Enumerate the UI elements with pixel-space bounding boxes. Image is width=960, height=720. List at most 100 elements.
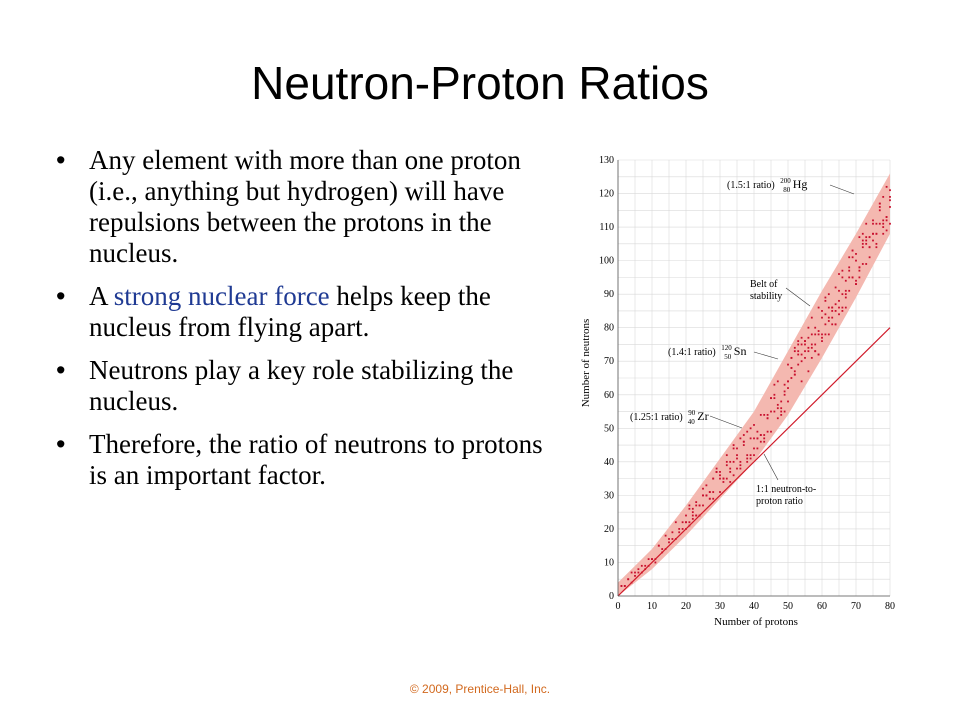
stable-nuclide-point [889,222,891,225]
stable-nuclide-point [671,531,674,534]
stable-nuclide-point [885,229,888,232]
stable-nuclide-point [787,363,789,366]
stable-nuclide-point [725,477,728,480]
stable-nuclide-point [681,528,684,530]
hg-atomic-number: 80 [783,186,791,194]
stable-nuclide-point [868,236,871,239]
stable-nuclide-point [739,437,742,440]
x-tick-label: 20 [681,601,691,612]
stable-nuclide-point [790,356,793,359]
stable-nuclide-point [763,437,766,440]
belt-label: Belt of stability [750,279,782,302]
stable-nuclide-point [889,189,891,192]
belt-label-line1: Belt of [750,279,778,290]
stable-nuclide-point [695,501,698,503]
stable-nuclide-point [719,474,721,477]
stable-nuclide-point [814,343,817,346]
stable-nuclide-point [715,467,718,470]
stable-nuclide-point [797,353,800,356]
stable-nuclide-point [712,477,715,480]
stable-nuclide-point [715,471,718,473]
x-tick-label: 80 [885,601,895,612]
stable-nuclide-point [882,222,885,225]
stable-nuclide-point [674,521,677,524]
bullet-text: Neutrons play a key role stabilizing the… [89,355,514,416]
stable-nuclide-point [753,437,755,440]
stable-nuclide-point [759,413,762,416]
x-axis-label: Number of protons [714,616,798,628]
stable-nuclide-point [783,410,786,413]
stable-nuclide-point [787,400,789,403]
stable-nuclide-point [800,353,803,356]
y-tick-label: 60 [604,390,614,401]
stable-nuclide-point [793,350,796,353]
stable-nuclide-point [783,390,786,393]
stable-nuclide-point [875,222,878,225]
stable-nuclide-point [691,517,694,520]
stable-nuclide-point [759,434,762,436]
stable-nuclide-point [838,306,840,309]
y-tick-label: 70 [604,356,614,367]
stable-nuclide-point [855,253,857,255]
reference-label-line1: 1:1 neutron-to- [756,484,816,495]
y-tick-label: 40 [604,457,614,468]
stable-nuclide-point [787,380,789,383]
stable-nuclide-point [834,303,837,306]
stable-nuclide-point [705,484,708,487]
stable-nuclide-point [885,216,888,218]
stable-nuclide-point [848,289,851,292]
stable-nuclide-point [627,578,630,581]
zr-ratio: (1.25:1 ratio) [630,412,683,423]
bullet-item: • Any element with more than one proton (… [50,145,560,269]
stable-nuclide-point [753,447,755,450]
stable-nuclide-point [834,323,837,326]
stable-nuclide-point [878,222,881,225]
stable-nuclide-point [640,564,643,567]
stable-nuclide-point [848,276,851,279]
stable-nuclide-point [793,346,796,349]
stable-nuclide-point [620,585,623,587]
stable-nuclide-point [749,457,752,460]
stable-nuclide-point [746,457,749,460]
stable-nuclide-point [834,310,837,312]
stable-nuclide-point [780,400,783,403]
stable-nuclide-point [756,430,759,433]
y-tick-label: 20 [604,524,614,535]
stable-nuclide-point [821,310,823,312]
bullet-text-after: helps keep the nucleus from flying apart… [89,281,491,342]
chart-grid [617,159,891,597]
reference-label-line2: proton ratio [756,496,803,507]
stable-nuclide-point [691,514,694,517]
stable-nuclide-point [885,185,888,188]
stable-nuclide-point [821,333,823,336]
stable-nuclide-point [865,242,868,245]
stable-nuclide-point [732,474,735,477]
stable-nuclide-point [739,467,742,470]
stable-nuclide-point [827,320,830,322]
stable-nuclide-point [685,521,687,524]
stable-nuclide-point [749,454,752,457]
stable-nuclide-point [725,454,728,457]
stable-nuclide-point [855,283,857,285]
stable-nuclide-point [708,497,711,500]
belt-label-line2: stability [750,291,782,302]
stable-nuclide-point [875,242,878,245]
stable-nuclide-point [729,471,732,473]
stable-nuclide-point [668,538,670,540]
stable-nuclide-point [790,377,793,379]
stable-nuclide-point [637,571,640,574]
stable-nuclide-point [797,363,800,366]
bullet-list: • Any element with more than one proton (… [50,145,560,503]
stable-nuclide-point [736,454,738,457]
y-tick-label: 80 [604,323,614,334]
stable-nuclide-point [763,434,766,436]
stable-nuclide-point [848,266,851,269]
belt-leader-line [785,287,811,307]
y-tick-label: 0 [609,591,614,602]
sn-mass-number: 120 [721,344,732,352]
stable-nuclide-point [824,323,827,326]
stable-nuclide-point [875,246,878,249]
bullet-item: • Neutrons play a key role stabilizing th… [50,355,560,417]
stable-nuclide-point [773,397,776,400]
stable-nuclide-point [872,222,874,225]
